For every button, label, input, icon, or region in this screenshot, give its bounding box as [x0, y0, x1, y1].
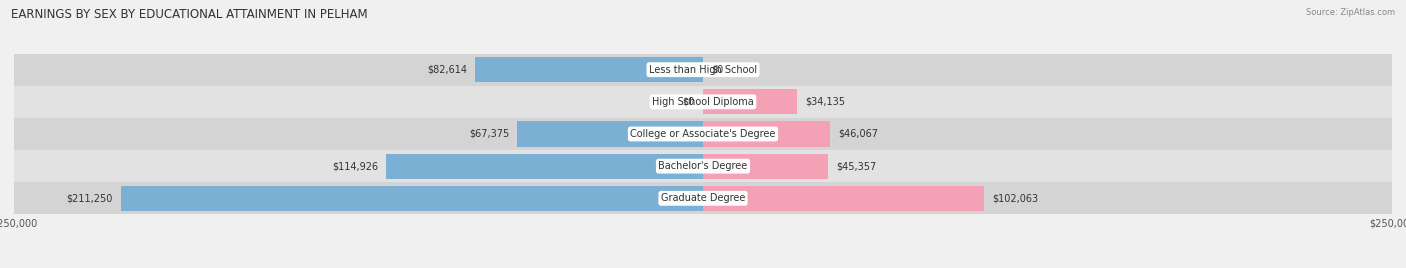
Text: Graduate Degree: Graduate Degree: [661, 193, 745, 203]
Bar: [517, 121, 703, 147]
Bar: [703, 186, 984, 211]
Bar: [14, 150, 1392, 182]
Text: College or Associate's Degree: College or Associate's Degree: [630, 129, 776, 139]
Bar: [703, 154, 828, 179]
Text: Less than High School: Less than High School: [650, 65, 756, 75]
Text: $102,063: $102,063: [993, 193, 1039, 203]
Text: $114,926: $114,926: [332, 161, 378, 171]
Bar: [703, 89, 797, 114]
Bar: [14, 86, 1392, 118]
Bar: [14, 118, 1392, 150]
Bar: [703, 121, 830, 147]
Bar: [14, 182, 1392, 214]
Text: $211,250: $211,250: [66, 193, 112, 203]
Text: $46,067: $46,067: [838, 129, 879, 139]
Text: $0: $0: [711, 65, 724, 75]
Text: High School Diploma: High School Diploma: [652, 97, 754, 107]
Bar: [387, 154, 703, 179]
Text: $0: $0: [682, 97, 695, 107]
Text: EARNINGS BY SEX BY EDUCATIONAL ATTAINMENT IN PELHAM: EARNINGS BY SEX BY EDUCATIONAL ATTAINMEN…: [11, 8, 368, 21]
Text: $45,357: $45,357: [837, 161, 876, 171]
Text: Bachelor's Degree: Bachelor's Degree: [658, 161, 748, 171]
Text: $82,614: $82,614: [427, 65, 467, 75]
Text: $34,135: $34,135: [806, 97, 845, 107]
Text: $67,375: $67,375: [468, 129, 509, 139]
Bar: [14, 54, 1392, 86]
Bar: [121, 186, 703, 211]
Text: Source: ZipAtlas.com: Source: ZipAtlas.com: [1306, 8, 1395, 17]
Bar: [475, 57, 703, 82]
